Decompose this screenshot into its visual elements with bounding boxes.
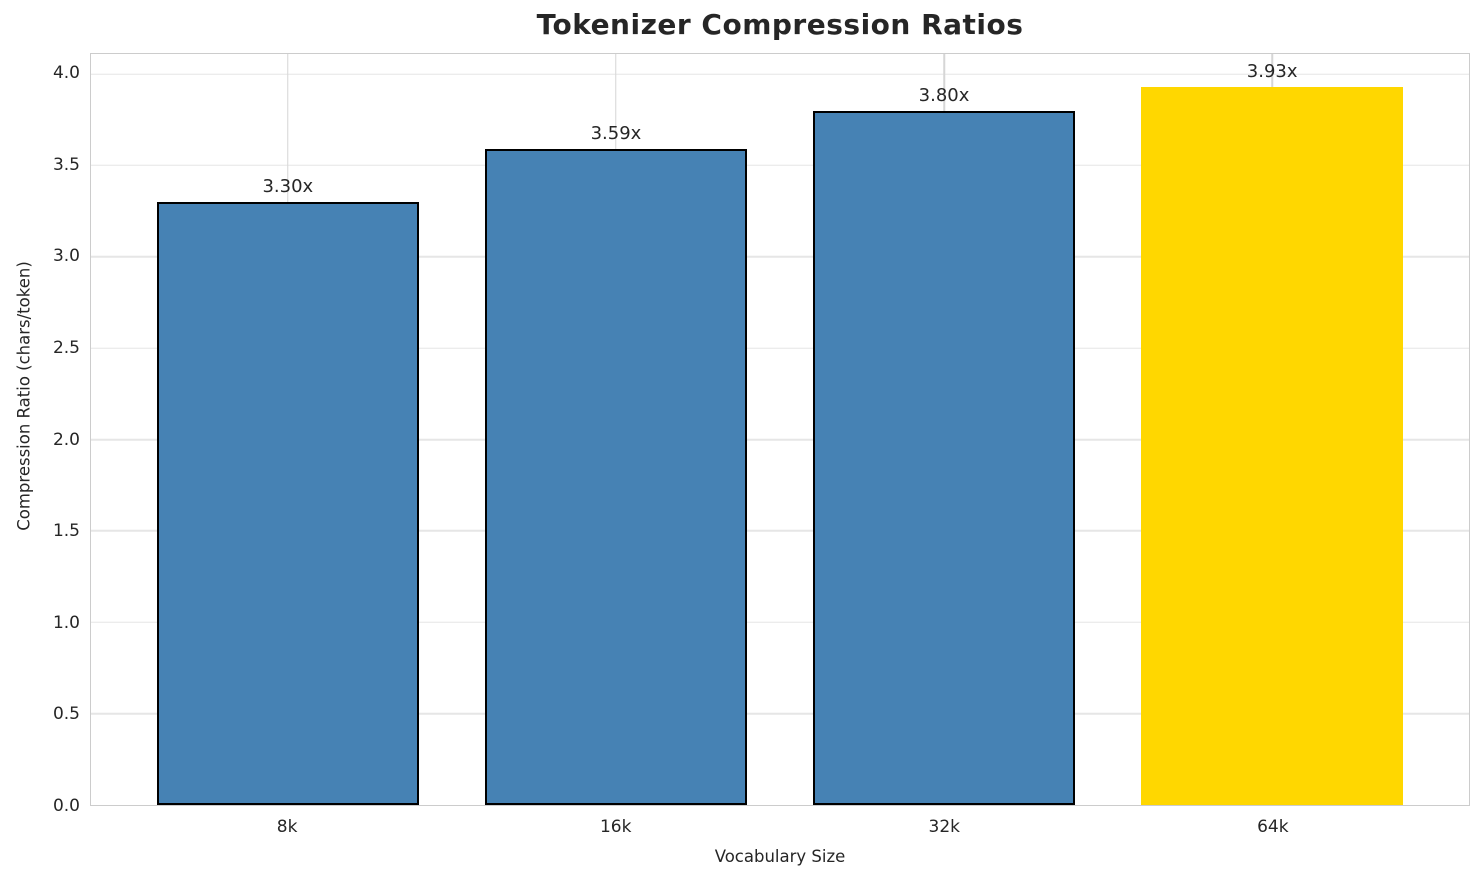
y-tick-label: 0.5 bbox=[52, 704, 80, 725]
y-axis-label: Compression Ratio (chars/token) bbox=[14, 261, 34, 531]
y-tick-label: 3.5 bbox=[52, 154, 80, 175]
y-tick-label: 2.5 bbox=[52, 337, 80, 358]
bar-value-label: 3.80x bbox=[918, 84, 970, 106]
y-tick-label: 3.0 bbox=[52, 246, 80, 267]
h-gridline bbox=[91, 256, 1469, 258]
x-tick-label-8k: 8k bbox=[276, 817, 298, 837]
bar-64k bbox=[1140, 86, 1404, 805]
x-tick-label-64k: 64k bbox=[1257, 817, 1289, 837]
h-gridline bbox=[91, 530, 1469, 532]
bar-32k bbox=[812, 110, 1076, 805]
h-gridline bbox=[91, 621, 1469, 624]
bar-16k bbox=[484, 149, 748, 805]
y-tick-label: 0.0 bbox=[52, 796, 80, 816]
y-tick-label: 4.0 bbox=[52, 63, 80, 84]
y-tick-label: 2.0 bbox=[52, 429, 80, 450]
plot-area: 3.30x 3.59x 3.80x 3.93x bbox=[90, 53, 1470, 806]
h-gridline bbox=[91, 712, 1469, 715]
x-tick-label-32k: 32k bbox=[928, 817, 961, 837]
y-tick-label: 1.0 bbox=[52, 612, 80, 633]
h-gridline bbox=[91, 164, 1469, 167]
h-gridline bbox=[91, 347, 1469, 349]
h-gridline bbox=[91, 73, 1469, 75]
chart-title: Tokenizer Compression Ratios bbox=[536, 8, 1024, 41]
bar-value-label: 3.30x bbox=[262, 176, 314, 198]
y-tick-label: 1.5 bbox=[52, 521, 80, 542]
bar-8k bbox=[156, 202, 420, 805]
h-gridline bbox=[91, 438, 1469, 441]
bar-value-label: 3.93x bbox=[1246, 60, 1298, 82]
x-tick-label-16k: 16k bbox=[599, 817, 632, 837]
bar-value-label: 3.59x bbox=[590, 123, 642, 145]
x-axis-label: Vocabulary Size bbox=[714, 847, 846, 866]
